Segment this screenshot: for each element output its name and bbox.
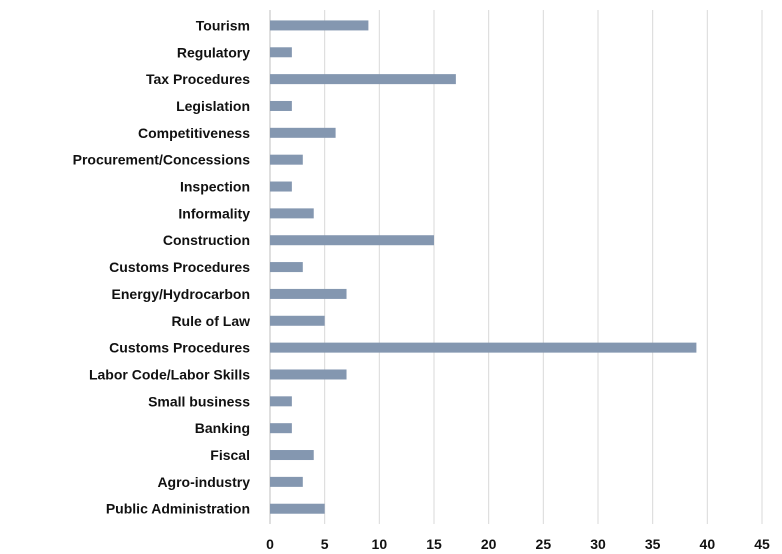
category-labels: Tourism Regulatory Tax Procedures Legislati… bbox=[73, 17, 251, 516]
category-label: Labor Code/Labor Skills bbox=[89, 366, 250, 382]
bar bbox=[270, 154, 303, 165]
x-tick-label: 0 bbox=[266, 536, 274, 552]
category-label: Tax Procedures bbox=[146, 71, 250, 87]
x-tick-label: 30 bbox=[590, 536, 606, 552]
x-tick-label: 45 bbox=[754, 536, 770, 552]
category-label: Agro-industry bbox=[157, 474, 250, 490]
category-label: Banking bbox=[195, 420, 250, 436]
bar bbox=[270, 181, 292, 192]
bar bbox=[270, 450, 314, 461]
category-label: Construction bbox=[163, 232, 250, 248]
category-label: Informality bbox=[178, 205, 250, 221]
category-label: Inspection bbox=[180, 179, 250, 195]
category-label: Fiscal bbox=[210, 447, 250, 463]
x-tick-label: 10 bbox=[372, 536, 388, 552]
bar bbox=[270, 503, 325, 514]
category-label: Regulatory bbox=[177, 44, 250, 60]
bar bbox=[270, 315, 325, 326]
x-tick-label: 15 bbox=[426, 536, 442, 552]
category-label: Rule of Law bbox=[171, 313, 250, 329]
category-label: Customs Procedures bbox=[109, 340, 250, 356]
bar bbox=[270, 476, 303, 487]
gridlines bbox=[269, 10, 763, 524]
category-label: Energy/Hydrocarbon bbox=[112, 286, 250, 302]
x-tick-label: 20 bbox=[481, 536, 497, 552]
category-label: Competitiveness bbox=[138, 125, 250, 141]
category-label: Legislation bbox=[176, 98, 250, 114]
category-label: Customs Procedures bbox=[109, 259, 250, 275]
bar bbox=[270, 423, 292, 434]
category-label: Tourism bbox=[196, 17, 250, 33]
bar bbox=[270, 288, 347, 299]
bar bbox=[270, 47, 292, 58]
bar bbox=[270, 74, 456, 85]
bar bbox=[270, 20, 369, 31]
bars bbox=[270, 20, 697, 514]
x-axis-tick-labels: 0 5 10 15 20 25 30 35 40 45 bbox=[266, 536, 770, 552]
category-label: Public Administration bbox=[106, 501, 250, 517]
bar bbox=[270, 100, 292, 111]
bar bbox=[270, 342, 697, 353]
bar bbox=[270, 235, 434, 246]
bar bbox=[270, 208, 314, 219]
x-tick-label: 5 bbox=[321, 536, 329, 552]
bar bbox=[270, 396, 292, 407]
bar bbox=[270, 127, 336, 138]
x-tick-label: 35 bbox=[645, 536, 661, 552]
category-label: Small business bbox=[148, 393, 250, 409]
x-tick-label: 25 bbox=[536, 536, 552, 552]
bar bbox=[270, 369, 347, 380]
bar bbox=[270, 262, 303, 273]
category-label: Procurement/Concessions bbox=[73, 152, 251, 168]
x-tick-label: 40 bbox=[700, 536, 716, 552]
